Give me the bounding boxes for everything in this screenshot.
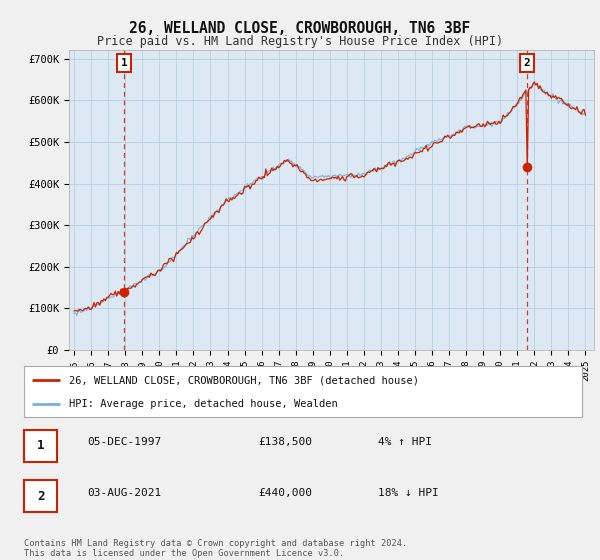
Text: 05-DEC-1997: 05-DEC-1997	[87, 437, 161, 447]
Text: 26, WELLAND CLOSE, CROWBOROUGH, TN6 3BF: 26, WELLAND CLOSE, CROWBOROUGH, TN6 3BF	[130, 21, 470, 36]
Text: 2: 2	[524, 58, 530, 68]
Text: £138,500: £138,500	[258, 437, 312, 447]
Text: 1: 1	[37, 439, 44, 452]
Text: £440,000: £440,000	[258, 488, 312, 498]
Text: Price paid vs. HM Land Registry's House Price Index (HPI): Price paid vs. HM Land Registry's House …	[97, 35, 503, 48]
Text: 1: 1	[121, 58, 127, 68]
Text: 18% ↓ HPI: 18% ↓ HPI	[378, 488, 439, 498]
Text: 26, WELLAND CLOSE, CROWBOROUGH, TN6 3BF (detached house): 26, WELLAND CLOSE, CROWBOROUGH, TN6 3BF …	[68, 375, 419, 385]
Text: HPI: Average price, detached house, Wealden: HPI: Average price, detached house, Weal…	[68, 399, 337, 409]
Text: 2: 2	[37, 489, 44, 503]
Text: 4% ↑ HPI: 4% ↑ HPI	[378, 437, 432, 447]
Text: Contains HM Land Registry data © Crown copyright and database right 2024.
This d: Contains HM Land Registry data © Crown c…	[24, 539, 407, 558]
Text: 03-AUG-2021: 03-AUG-2021	[87, 488, 161, 498]
